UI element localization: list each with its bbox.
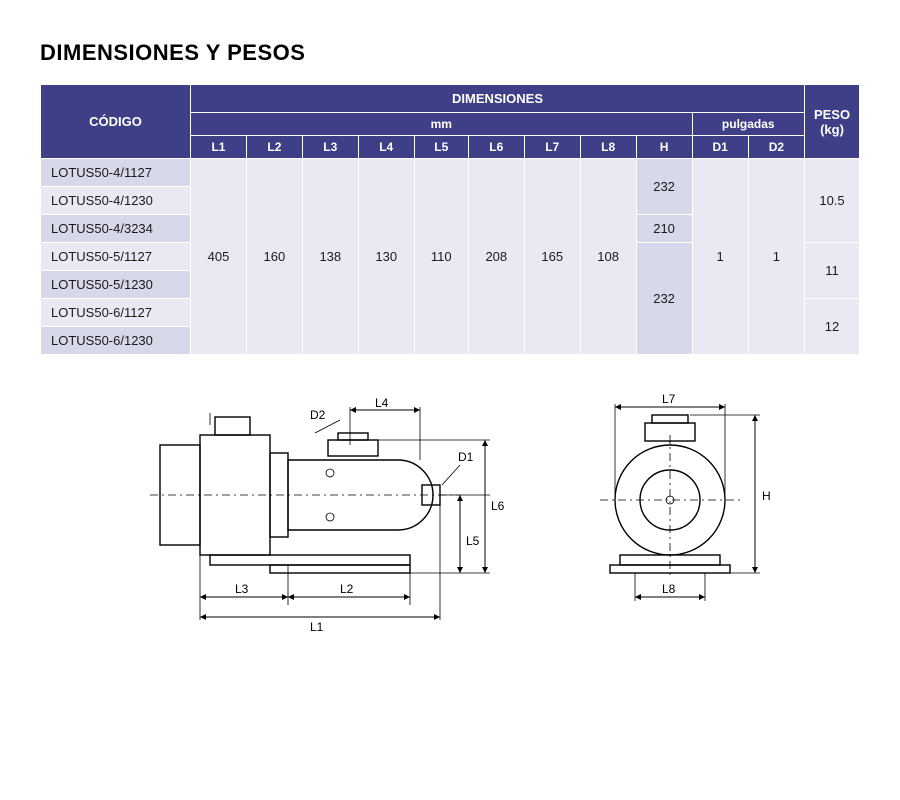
code-cell: LOTUS50-6/1230 (41, 327, 191, 355)
cell-H-g2: 210 (636, 215, 692, 243)
pump-diagram: D2 D1 L4 L5 L6 L3 L2 L1 (40, 385, 860, 650)
lbl-L3: L3 (235, 582, 249, 596)
lbl-L6: L6 (491, 499, 505, 513)
dimensions-table: CÓDIGO DIMENSIONES PESO (kg) mm pulgadas… (40, 84, 860, 355)
page-title: DIMENSIONES Y PESOS (40, 40, 860, 66)
cell-L8: 108 (580, 159, 636, 355)
th-mm: mm (191, 113, 693, 136)
lbl-L2: L2 (340, 582, 354, 596)
th-L5: L5 (414, 136, 468, 159)
th-L3: L3 (302, 136, 358, 159)
cell-L1: 405 (191, 159, 247, 355)
code-cell: LOTUS50-4/3234 (41, 215, 191, 243)
cell-L5: 110 (414, 159, 468, 355)
th-L8: L8 (580, 136, 636, 159)
lbl-L7: L7 (662, 392, 676, 406)
cell-D1: 1 (692, 159, 748, 355)
table-row: LOTUS50-4/1127 405 160 138 130 110 208 1… (41, 159, 860, 187)
cell-peso-g2: 11 (805, 243, 860, 299)
th-L1: L1 (191, 136, 247, 159)
th-D1: D1 (692, 136, 748, 159)
cell-H-g3: 232 (636, 243, 692, 355)
th-D2: D2 (748, 136, 804, 159)
code-cell: LOTUS50-5/1230 (41, 271, 191, 299)
th-H: H (636, 136, 692, 159)
th-peso: PESO (kg) (805, 85, 860, 159)
lbl-H: H (762, 489, 771, 503)
code-cell: LOTUS50-5/1127 (41, 243, 191, 271)
cell-L6: 208 (468, 159, 524, 355)
cell-L2: 160 (246, 159, 302, 355)
lbl-L4: L4 (375, 396, 389, 410)
lbl-L1: L1 (310, 620, 324, 634)
code-cell: LOTUS50-6/1127 (41, 299, 191, 327)
cell-D2: 1 (748, 159, 804, 355)
th-L6: L6 (468, 136, 524, 159)
cell-peso-g1: 10.5 (805, 159, 860, 243)
lbl-L8: L8 (662, 582, 676, 596)
th-codigo: CÓDIGO (41, 85, 191, 159)
cell-L7: 165 (524, 159, 580, 355)
cell-L3: 138 (302, 159, 358, 355)
lbl-D1: D1 (458, 450, 474, 464)
cell-H-g1: 232 (636, 159, 692, 215)
th-dimensiones: DIMENSIONES (191, 85, 805, 113)
th-pulgadas: pulgadas (692, 113, 804, 136)
th-L4: L4 (358, 136, 414, 159)
code-cell: LOTUS50-4/1127 (41, 159, 191, 187)
code-cell: LOTUS50-4/1230 (41, 187, 191, 215)
cell-peso-g3: 12 (805, 299, 860, 355)
lbl-D2: D2 (310, 408, 326, 422)
th-L2: L2 (246, 136, 302, 159)
lbl-L5: L5 (466, 534, 480, 548)
cell-L4: 130 (358, 159, 414, 355)
th-L7: L7 (524, 136, 580, 159)
